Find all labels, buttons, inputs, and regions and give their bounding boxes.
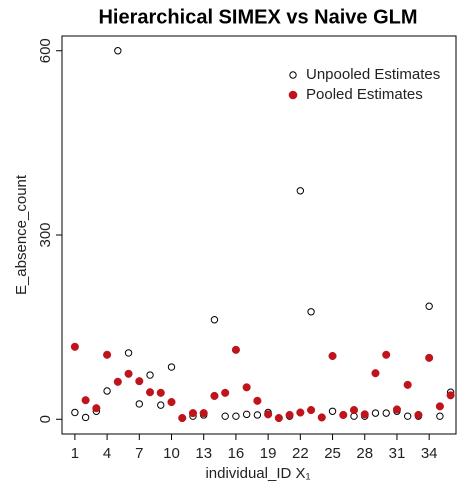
x-tick-label: 1 [71, 445, 79, 462]
x-axis-label: individual_ID X₁ [205, 465, 310, 482]
point [231, 345, 240, 354]
point [371, 369, 380, 378]
point [113, 377, 122, 386]
x-tick-label: 28 [356, 445, 373, 462]
point [328, 407, 337, 415]
point [156, 388, 165, 397]
x-tick-label: 22 [292, 445, 309, 462]
point [296, 408, 305, 417]
legend-label: Pooled Estimates [306, 86, 423, 103]
point [274, 413, 283, 423]
x-tick-label: 4 [103, 445, 111, 462]
legend-label: Unpooled Estimates [306, 66, 440, 83]
point [70, 342, 79, 351]
point [221, 412, 229, 420]
point [81, 396, 90, 405]
x-tick-label: 7 [135, 445, 143, 462]
x-tick-label: 25 [324, 445, 341, 462]
x-tick-label: 13 [195, 445, 212, 462]
point [232, 412, 240, 420]
x-tick-label: 31 [389, 445, 406, 462]
point [92, 404, 101, 413]
chart-title: Hierarchical SIMEX vs Naive GLM [98, 6, 417, 28]
point [146, 371, 154, 379]
point [242, 410, 251, 419]
point [446, 391, 455, 400]
point [264, 410, 273, 419]
point [188, 409, 198, 418]
point [435, 402, 444, 411]
point [425, 353, 434, 362]
legend-marker [289, 71, 297, 79]
point [382, 350, 391, 359]
point [371, 409, 380, 417]
x-tick-label: 19 [260, 445, 277, 462]
point [317, 413, 326, 422]
point [124, 369, 133, 378]
point [307, 405, 316, 415]
point [178, 413, 187, 423]
point [81, 413, 90, 422]
point [199, 409, 208, 418]
point [436, 412, 444, 420]
point [253, 411, 262, 419]
point [403, 380, 412, 389]
point [221, 388, 230, 397]
point [414, 410, 423, 420]
point [253, 396, 262, 405]
point [403, 412, 412, 420]
y-axis-label: E_absence_count [13, 174, 30, 295]
point [339, 410, 348, 420]
point [210, 391, 219, 400]
point [349, 405, 359, 415]
x-tick-label: 10 [163, 445, 180, 462]
point [242, 383, 251, 392]
y-tick-label: 300 [37, 222, 54, 247]
point [167, 363, 176, 371]
legend-marker [288, 90, 298, 100]
point [425, 302, 433, 310]
point [328, 351, 337, 361]
x-tick-label: 16 [228, 445, 245, 462]
point [382, 409, 390, 417]
point [360, 410, 369, 419]
point [135, 377, 144, 386]
y-tick-label: 600 [37, 38, 54, 63]
point [210, 316, 219, 324]
point [157, 401, 165, 409]
y-tick-label: 0 [37, 415, 54, 423]
point [114, 47, 122, 55]
point [145, 388, 155, 397]
point [167, 398, 176, 407]
point [103, 387, 111, 395]
point [392, 405, 402, 414]
point [135, 400, 143, 408]
point [124, 349, 133, 357]
x-tick-label: 34 [421, 445, 438, 462]
point [285, 410, 294, 420]
point [103, 350, 112, 359]
point [307, 308, 315, 316]
point [296, 187, 305, 195]
point [71, 408, 79, 417]
